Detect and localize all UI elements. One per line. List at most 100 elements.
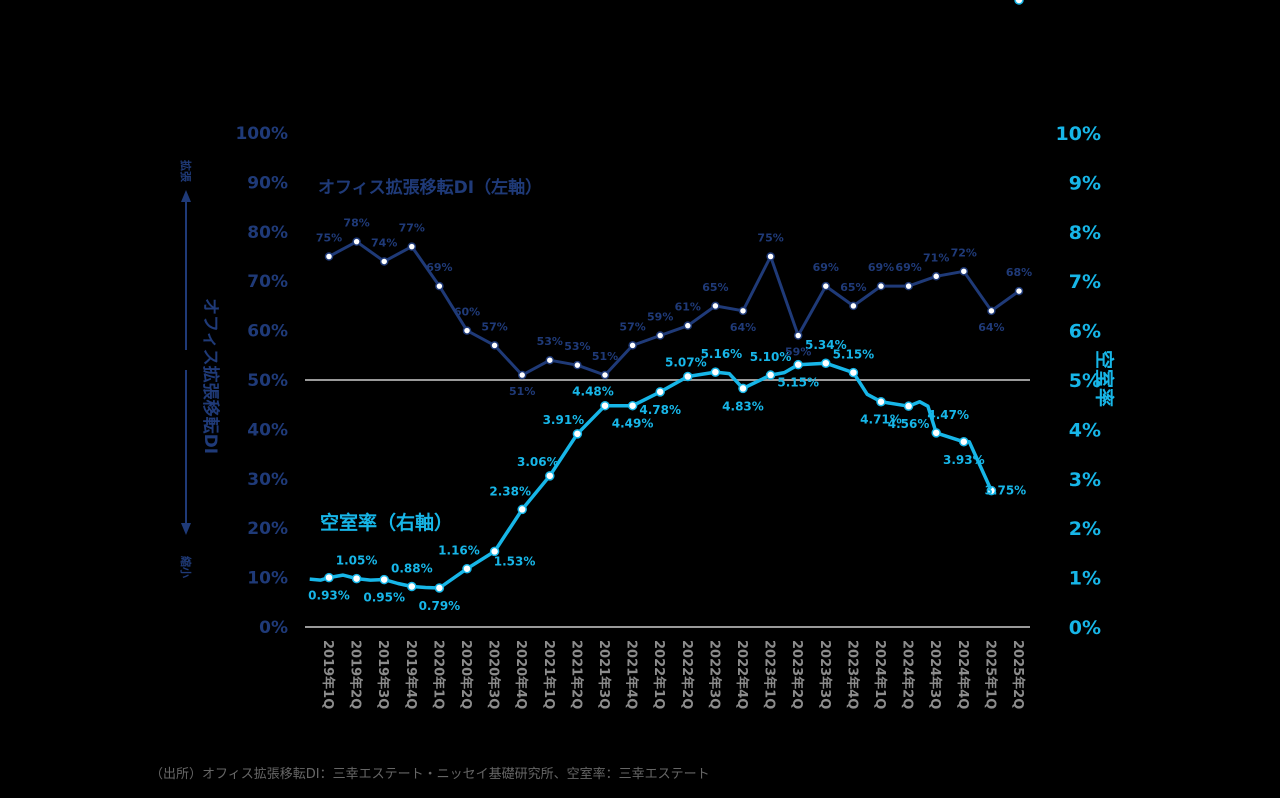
vacancy-data-label: 5.10% [750, 350, 792, 364]
x-tick-label: 2022年2Q [679, 640, 695, 709]
di-point [1014, 286, 1024, 296]
vacancy-point [545, 471, 555, 481]
di-data-label: 69% [868, 261, 894, 274]
vacancy-data-label: 3.75% [985, 484, 1027, 498]
vacancy-point [710, 367, 721, 377]
di-data-label: 71% [923, 251, 949, 264]
vacancy-line [309, 361, 993, 590]
di-point [931, 272, 941, 281]
vacancy-data-label: 4.49% [612, 417, 654, 431]
vacancy-data-label: 3.91% [543, 413, 585, 427]
di-point [821, 281, 831, 291]
x-tick-label: 2022年3Q [706, 640, 722, 709]
x-tick-label: 2025年1Q [982, 640, 998, 709]
x-tick-label: 2020年3Q [486, 640, 502, 709]
left-tick-label: 100% [235, 124, 288, 144]
di-point [490, 341, 499, 350]
vacancy-point [876, 396, 886, 407]
di-point [683, 321, 693, 330]
di-data-label: 51% [509, 385, 535, 398]
di-point [407, 242, 417, 251]
di-data-label: 57% [481, 320, 507, 333]
left-tick-label: 70% [247, 272, 288, 292]
di-point [849, 301, 858, 311]
x-tick-label: 2022年4Q [734, 640, 750, 709]
left-axis-ticks: 0% 10% 20% 30% 40% 50% 60% 70% 80% 90% 100% [235, 124, 288, 638]
vacancy-data-label: 5.34% [805, 338, 847, 352]
x-tick-label: 2021年4Q [624, 640, 640, 709]
x-tick-label: 2021年1Q [541, 640, 557, 709]
vacancy-series: 0.93% 1.05% 0.95% 0.88% 0.79% 1.16% 1.53% 2.38%… [308, 0, 1040, 613]
vacancy-point [655, 387, 665, 397]
x-tick-label: 2021年2Q [568, 640, 584, 709]
vacancy-point [572, 429, 583, 439]
di-data-label: 74% [371, 236, 397, 249]
vacancy-point [489, 546, 500, 557]
di-data-label: 65% [702, 281, 728, 294]
vacancy-data-label: 4.48% [572, 385, 614, 399]
vacancy-data-label: 2.38% [489, 484, 531, 498]
vacancy-point [903, 401, 914, 411]
di-point [655, 331, 665, 340]
left-tick-label: 10% [247, 569, 288, 589]
di-data-label: 59% [647, 311, 673, 324]
di-point [600, 370, 610, 380]
left-tick-label: 60% [247, 322, 288, 342]
di-data-label: 69% [426, 261, 452, 274]
right-tick-label: 1% [1069, 568, 1101, 590]
right-tick-label: 0% [1069, 617, 1101, 639]
left-tick-label: 80% [247, 223, 288, 243]
vacancy-point [434, 583, 445, 593]
vacancy-data-label: 5.15% [833, 348, 875, 362]
vacancy-point [821, 358, 831, 368]
x-tick-label: 2019年2Q [348, 640, 364, 709]
right-tick-label: 5% [1069, 370, 1101, 392]
di-point [573, 360, 582, 370]
x-tick-label: 2019年4Q [403, 640, 419, 709]
vacancy-data-label: 4.78% [639, 403, 681, 417]
x-tick-label: 2024年4Q [955, 640, 971, 709]
vacancy-title: 空室率（右軸） [320, 511, 453, 534]
di-point [793, 331, 803, 340]
vacancy-data-label: 2.76% [998, 0, 1040, 3]
di-point [904, 281, 913, 291]
right-tick-label: 6% [1069, 321, 1101, 343]
x-tick-label: 2019年3Q [375, 640, 391, 709]
vacancy-point [627, 400, 638, 411]
left-tick-label: 0% [259, 618, 288, 638]
x-tick-label: 2024年3Q [927, 640, 943, 709]
vacancy-data-label: 3.06% [517, 455, 559, 469]
vacancy-point [407, 581, 417, 592]
x-tick-label: 2019年1Q [320, 640, 336, 709]
right-tick-label: 3% [1069, 469, 1101, 491]
x-tick-label: 2020年4Q [513, 640, 529, 709]
di-data-label: 65% [840, 281, 866, 294]
di-data-label: 72% [951, 246, 977, 259]
vacancy-data-label: 4.56% [888, 417, 930, 431]
vacancy-point [324, 572, 334, 583]
di-point [711, 301, 720, 311]
di-data-label: 78% [343, 217, 369, 230]
di-data-label: 64% [978, 321, 1004, 334]
di-data-label: 57% [619, 320, 645, 333]
vacancy-data-label: 0.79% [419, 599, 461, 613]
x-tick-label: 2023年4Q [844, 640, 860, 709]
vacancy-point [931, 428, 941, 438]
di-point [379, 257, 389, 266]
di-title: オフィス拡張移転DI（左軸） [318, 177, 542, 198]
vacancy-point [517, 504, 527, 515]
di-data-label: 69% [813, 261, 839, 274]
vacancy-point [351, 573, 362, 584]
left-axis-label: オフィス拡張移転DI [200, 298, 221, 454]
di-data-label: 68% [1006, 266, 1032, 279]
right-tick-label: 2% [1069, 518, 1101, 540]
di-data-label: 75% [757, 232, 783, 245]
di-point [876, 281, 886, 291]
di-point [545, 355, 555, 365]
di-series: 75%78%74%77%69%60%57%51%53% 53%51%57%59%6… [316, 217, 1032, 398]
vacancy-data-label: 5.16% [701, 347, 743, 361]
di-point [324, 252, 334, 261]
di-point [517, 370, 527, 380]
left-tick-label: 20% [247, 519, 288, 539]
